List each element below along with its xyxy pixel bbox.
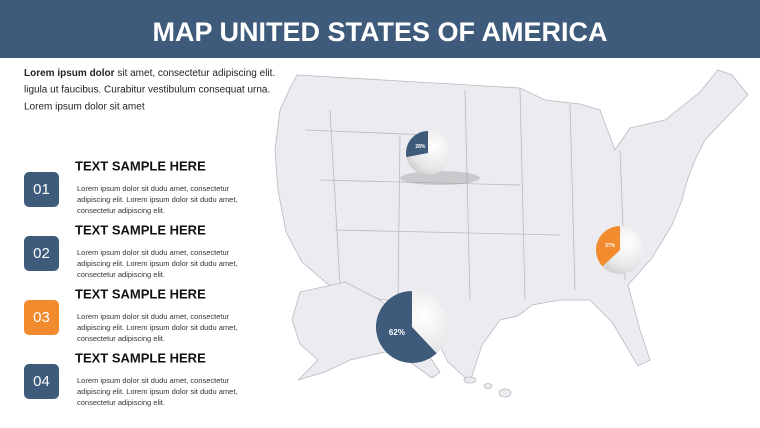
number-box xyxy=(24,300,59,335)
number-box xyxy=(24,364,59,399)
title: MAP UNITED STATES OF AMERICA xyxy=(152,17,607,47)
pie-label: 28% xyxy=(415,144,426,150)
item-number: 01 xyxy=(33,181,50,198)
pie-slice xyxy=(596,226,620,267)
item-text: adipiscing elit. Lorem ipsum dolor sit d… xyxy=(77,259,238,268)
hawaii xyxy=(483,383,493,389)
item-text: consectetur adipiscing elit. xyxy=(77,270,165,279)
pie-label: 62% xyxy=(389,328,405,337)
shadow xyxy=(400,171,480,185)
item-text: adipiscing elit. Lorem ipsum dolor sit d… xyxy=(77,323,238,332)
item-title: TEXT SAMPLE HERE xyxy=(75,222,206,237)
item-title: TEXT SAMPLE HERE xyxy=(75,158,206,173)
hawaii xyxy=(463,376,477,384)
state-lines xyxy=(304,87,626,301)
item-title: TEXT SAMPLE HERE xyxy=(75,350,206,365)
item-title: TEXT SAMPLE HERE xyxy=(75,286,206,301)
item-number: 03 xyxy=(33,309,50,326)
item-text: consectetur adipiscing elit. xyxy=(77,398,165,407)
intro-text: sit amet, consectetur adipiscing elit. xyxy=(115,68,276,79)
intro-line: Lorem ipsum dolor sit amet xyxy=(24,102,145,113)
item-text: Lorem ipsum dolor sit dudu amet, consect… xyxy=(77,376,230,385)
map xyxy=(274,69,749,398)
item-number: 02 xyxy=(33,245,50,262)
item-text: consectetur adipiscing elit. xyxy=(77,206,165,215)
items: 01 TEXT SAMPLE HERE Lorem ipsum dolor sit … xyxy=(24,158,238,407)
item-number: 04 xyxy=(33,373,50,390)
pie-slice xyxy=(405,131,428,158)
pies: 28% 37% 62% xyxy=(376,131,644,363)
intro-bold: Lorem ipsum dolor xyxy=(24,68,115,79)
number-box xyxy=(24,236,59,271)
intro-line: Lorem ipsum dolor sit amet, consectetur … xyxy=(24,68,275,79)
header-band xyxy=(0,0,760,58)
item-text: Lorem ipsum dolor sit dudu amet, consect… xyxy=(77,184,230,193)
item-text: consectetur adipiscing elit. xyxy=(77,334,165,343)
intro-line: ligula ut faucibus. Curabitur vestibulum… xyxy=(24,85,270,96)
number-box xyxy=(24,172,59,207)
item-text: adipiscing elit. Lorem ipsum dolor sit d… xyxy=(77,387,238,396)
hawaii xyxy=(498,388,512,398)
item-text: Lorem ipsum dolor sit dudu amet, consect… xyxy=(77,312,230,321)
pie-slice xyxy=(376,291,437,363)
pie-label: 37% xyxy=(605,243,616,249)
item-text: adipiscing elit. Lorem ipsum dolor sit d… xyxy=(77,195,238,204)
item-text: Lorem ipsum dolor sit dudu amet, consect… xyxy=(77,248,230,257)
